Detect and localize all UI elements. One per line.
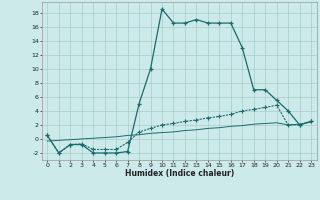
X-axis label: Humidex (Indice chaleur): Humidex (Indice chaleur) — [124, 169, 234, 178]
